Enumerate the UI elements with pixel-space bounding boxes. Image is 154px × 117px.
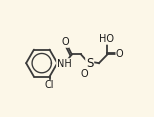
Text: Cl: Cl: [44, 80, 54, 90]
Text: S: S: [86, 57, 93, 70]
Text: O: O: [80, 69, 88, 79]
Text: O: O: [116, 49, 124, 59]
Text: HO: HO: [99, 34, 114, 44]
Text: O: O: [61, 37, 69, 47]
Text: NH: NH: [57, 59, 71, 69]
